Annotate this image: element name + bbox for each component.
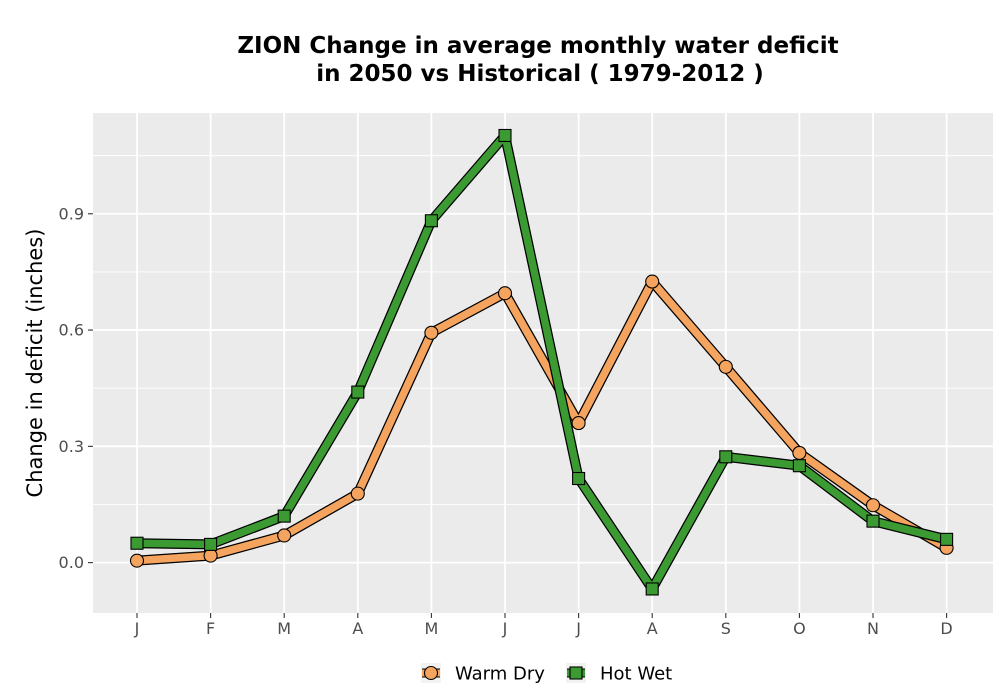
data-point [865, 498, 881, 513]
data-point [866, 514, 880, 528]
data-point [572, 471, 586, 486]
data-point [424, 214, 438, 228]
legend-key-marker [569, 666, 583, 680]
data-point [792, 459, 806, 473]
x-tick-label: J [502, 619, 508, 638]
x-tick-label: N [867, 619, 879, 638]
data-point [203, 548, 218, 563]
data-point [498, 128, 512, 143]
data-point [645, 582, 659, 596]
chart-title-line2: in 2050 vs Historical ( 1979-2012 ) [316, 61, 763, 87]
series-hot-wet [130, 128, 954, 596]
y-tick-label: 0.3 [59, 437, 84, 456]
chart-title-line1: ZION Change in average monthly water def… [237, 33, 838, 59]
legend-label: Warm Dry [455, 664, 545, 685]
x-tick-label: A [647, 619, 658, 638]
data-point [350, 486, 365, 501]
data-point [277, 509, 291, 523]
data-point [351, 385, 365, 399]
data-point [645, 274, 660, 289]
legend-key-marker [423, 665, 439, 681]
series-line [133, 277, 951, 565]
series-layer [129, 128, 954, 596]
x-tick-label: F [206, 619, 215, 638]
data-point [718, 359, 733, 374]
data-point [497, 286, 513, 301]
y-axis-label: Change in deficit (inches) [23, 229, 47, 498]
data-point [277, 528, 292, 543]
data-point [129, 553, 145, 568]
x-tick-label: A [352, 619, 363, 638]
data-point [571, 416, 586, 431]
x-tick-label: J [575, 619, 581, 638]
x-tick-label: S [721, 619, 731, 638]
data-point [130, 536, 144, 550]
axis-ticks: 0.0 0.3 0.6 0.9 J F M A M J J A S O N D [59, 204, 953, 638]
y-tick-label: 0.9 [59, 204, 84, 223]
legend: Warm Dry Hot Wet [421, 663, 672, 685]
x-tick-label: D [940, 619, 952, 638]
y-tick-label: 0.0 [59, 553, 84, 572]
legend-item: Hot Wet [566, 663, 672, 685]
y-tick-label: 0.6 [59, 321, 84, 340]
x-tick-label: J [134, 619, 140, 638]
x-tick-label: M [277, 619, 291, 638]
data-point [424, 325, 439, 340]
data-point [719, 450, 733, 464]
data-point [940, 532, 954, 546]
series-warm-dry [129, 274, 954, 568]
legend-label: Hot Wet [600, 664, 672, 685]
data-point [204, 537, 218, 551]
legend-item: Warm Dry [421, 663, 545, 685]
data-point [792, 445, 807, 460]
x-tick-label: M [424, 619, 438, 638]
series-line [133, 131, 951, 593]
x-tick-label: O [793, 619, 806, 638]
